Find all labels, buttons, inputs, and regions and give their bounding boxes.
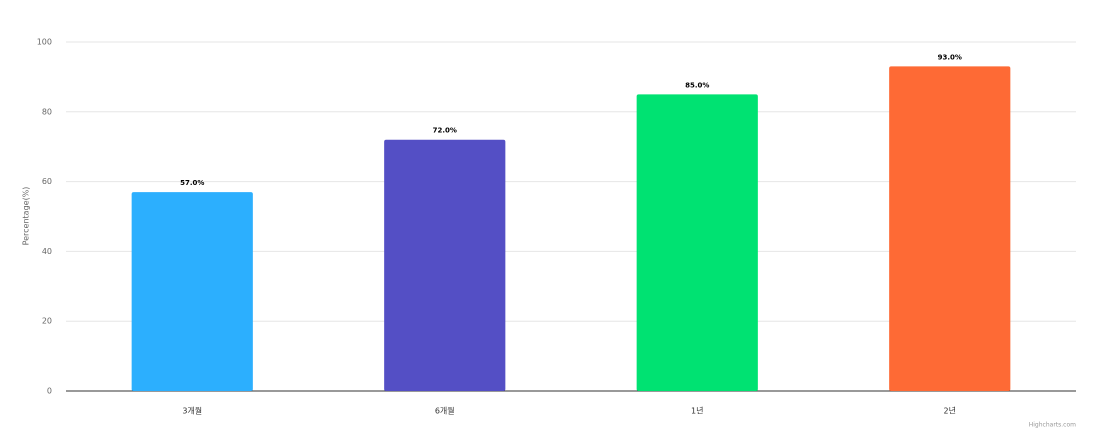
y-tick-label: 0 <box>47 387 52 396</box>
value-label: 72.0% <box>433 127 457 135</box>
value-label: 93.0% <box>938 53 962 61</box>
x-tick-label: 1년 <box>691 406 703 416</box>
y-tick-label: 100 <box>37 38 52 47</box>
value-label: 57.0% <box>180 179 204 187</box>
y-tick-label: 20 <box>42 317 52 326</box>
bar <box>131 192 253 391</box>
bar <box>889 66 1011 392</box>
y-tick-label: 60 <box>42 177 52 186</box>
credits[interactable]: Highcharts.com <box>1029 422 1076 429</box>
y-tick-label: 80 <box>42 107 52 116</box>
y-axis-title: Percentage(%) <box>22 187 31 246</box>
y-tick-label: 40 <box>42 247 52 256</box>
bar <box>636 94 758 391</box>
value-label: 85.0% <box>685 81 709 89</box>
bar <box>384 139 506 391</box>
x-tick-label: 3개월 <box>182 406 202 416</box>
x-tick-label: 2년 <box>944 406 956 416</box>
x-tick-label: 6개월 <box>435 406 455 416</box>
